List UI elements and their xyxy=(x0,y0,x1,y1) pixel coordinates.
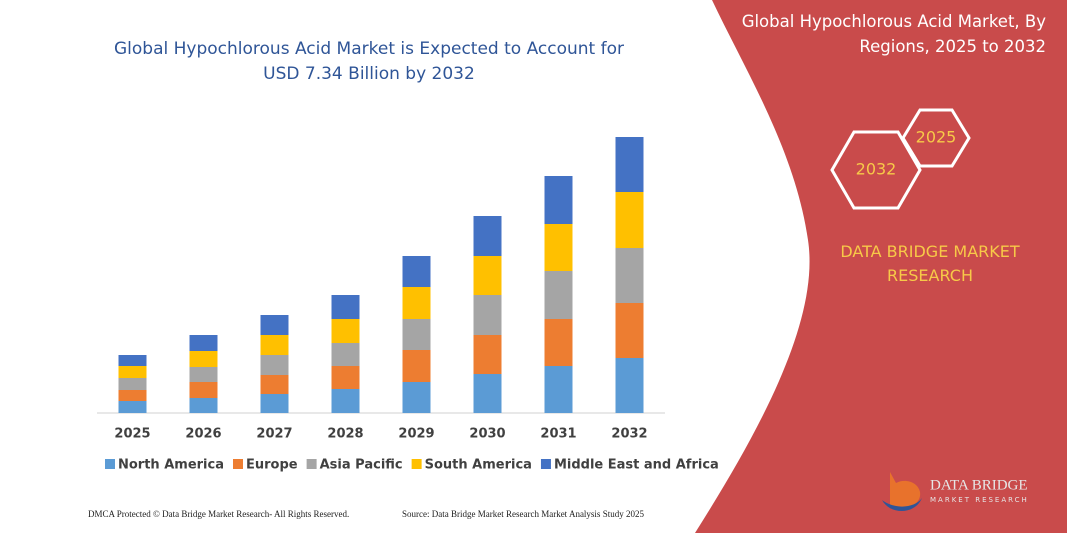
bar-segment xyxy=(260,375,289,394)
bar-segment xyxy=(615,358,644,413)
legend-swatch xyxy=(105,459,115,469)
bar-segment xyxy=(473,295,502,335)
x-tick-label: 2029 xyxy=(398,427,434,442)
bar-segment xyxy=(260,394,289,413)
bar-segment xyxy=(473,374,502,413)
bar-segment xyxy=(615,192,644,248)
legend-label: Asia Pacific xyxy=(320,458,403,473)
bar-segment xyxy=(402,256,431,287)
bar-segment xyxy=(402,319,431,350)
bar-segment xyxy=(544,224,573,271)
bar-segment xyxy=(189,382,218,398)
legend-label: Middle East and Africa xyxy=(554,458,719,473)
bar-segment xyxy=(118,366,147,378)
bar-segment xyxy=(118,390,147,401)
bar-segment xyxy=(544,366,573,413)
legend-swatch xyxy=(540,459,551,469)
logo-mark xyxy=(882,498,922,512)
bar-segment xyxy=(544,176,573,224)
bar-segment xyxy=(544,271,573,319)
brand-text: DATA BRIDGE MARKET RESEARCH xyxy=(840,242,1020,285)
bar-segment xyxy=(402,382,431,413)
bar-segment xyxy=(544,319,573,366)
hexagon xyxy=(830,130,922,210)
legend-swatch xyxy=(233,459,243,469)
x-tick-label: 2031 xyxy=(540,427,576,442)
bar-segment xyxy=(118,355,147,366)
hex-label: 2025 xyxy=(916,128,957,147)
x-tick-label: 2028 xyxy=(327,427,363,442)
bar-segment xyxy=(260,355,289,375)
legend-label: South America xyxy=(425,458,532,473)
legend-label: North America xyxy=(118,458,224,473)
bar-segment xyxy=(473,335,502,374)
bar-segment xyxy=(473,216,502,256)
bar-segment xyxy=(260,335,289,355)
bar-segment xyxy=(189,398,218,413)
bar-segment xyxy=(331,389,360,413)
bar-segment xyxy=(402,287,431,319)
footer-source: Source: Data Bridge Market Research Mark… xyxy=(402,509,644,519)
x-tick-label: 2032 xyxy=(611,427,647,442)
bar-segment xyxy=(331,295,360,319)
bar-segment xyxy=(615,137,644,192)
chart-title: Global Hypochlorous Acid Market is Expec… xyxy=(114,39,624,84)
logo-name: DATA BRIDGE xyxy=(930,477,1028,493)
footer-note: DMCA Protected © Data Bridge Market Rese… xyxy=(88,509,349,519)
logo-mark xyxy=(890,472,921,508)
bar-segment xyxy=(473,256,502,295)
bar-segment xyxy=(189,367,218,382)
bar-segment xyxy=(118,378,147,390)
x-tick-label: 2026 xyxy=(185,427,221,442)
bar-segment xyxy=(189,335,218,351)
bar-segment xyxy=(331,343,360,366)
x-tick-label: 2025 xyxy=(114,427,150,442)
bar-segment xyxy=(615,303,644,358)
legend-swatch xyxy=(306,459,317,469)
logo-tagline: MARKET RESEARCH xyxy=(930,496,1029,504)
bar-segment xyxy=(331,366,360,389)
legend-swatch xyxy=(411,459,422,469)
bar-segment xyxy=(189,351,218,367)
panel-title: Global Hypochlorous Acid Market, By Regi… xyxy=(741,12,1046,56)
bar-segment xyxy=(331,319,360,343)
x-tick-label: 2030 xyxy=(469,427,505,442)
legend-label: Europe xyxy=(246,458,298,473)
bar-segment xyxy=(615,248,644,303)
side-panel xyxy=(695,0,1067,533)
bar-segment xyxy=(118,401,147,413)
x-tick-label: 2027 xyxy=(256,427,292,442)
bar-segment xyxy=(260,315,289,335)
bar-segment xyxy=(402,350,431,382)
hex-label: 2032 xyxy=(856,160,897,179)
hexagon xyxy=(901,108,971,168)
